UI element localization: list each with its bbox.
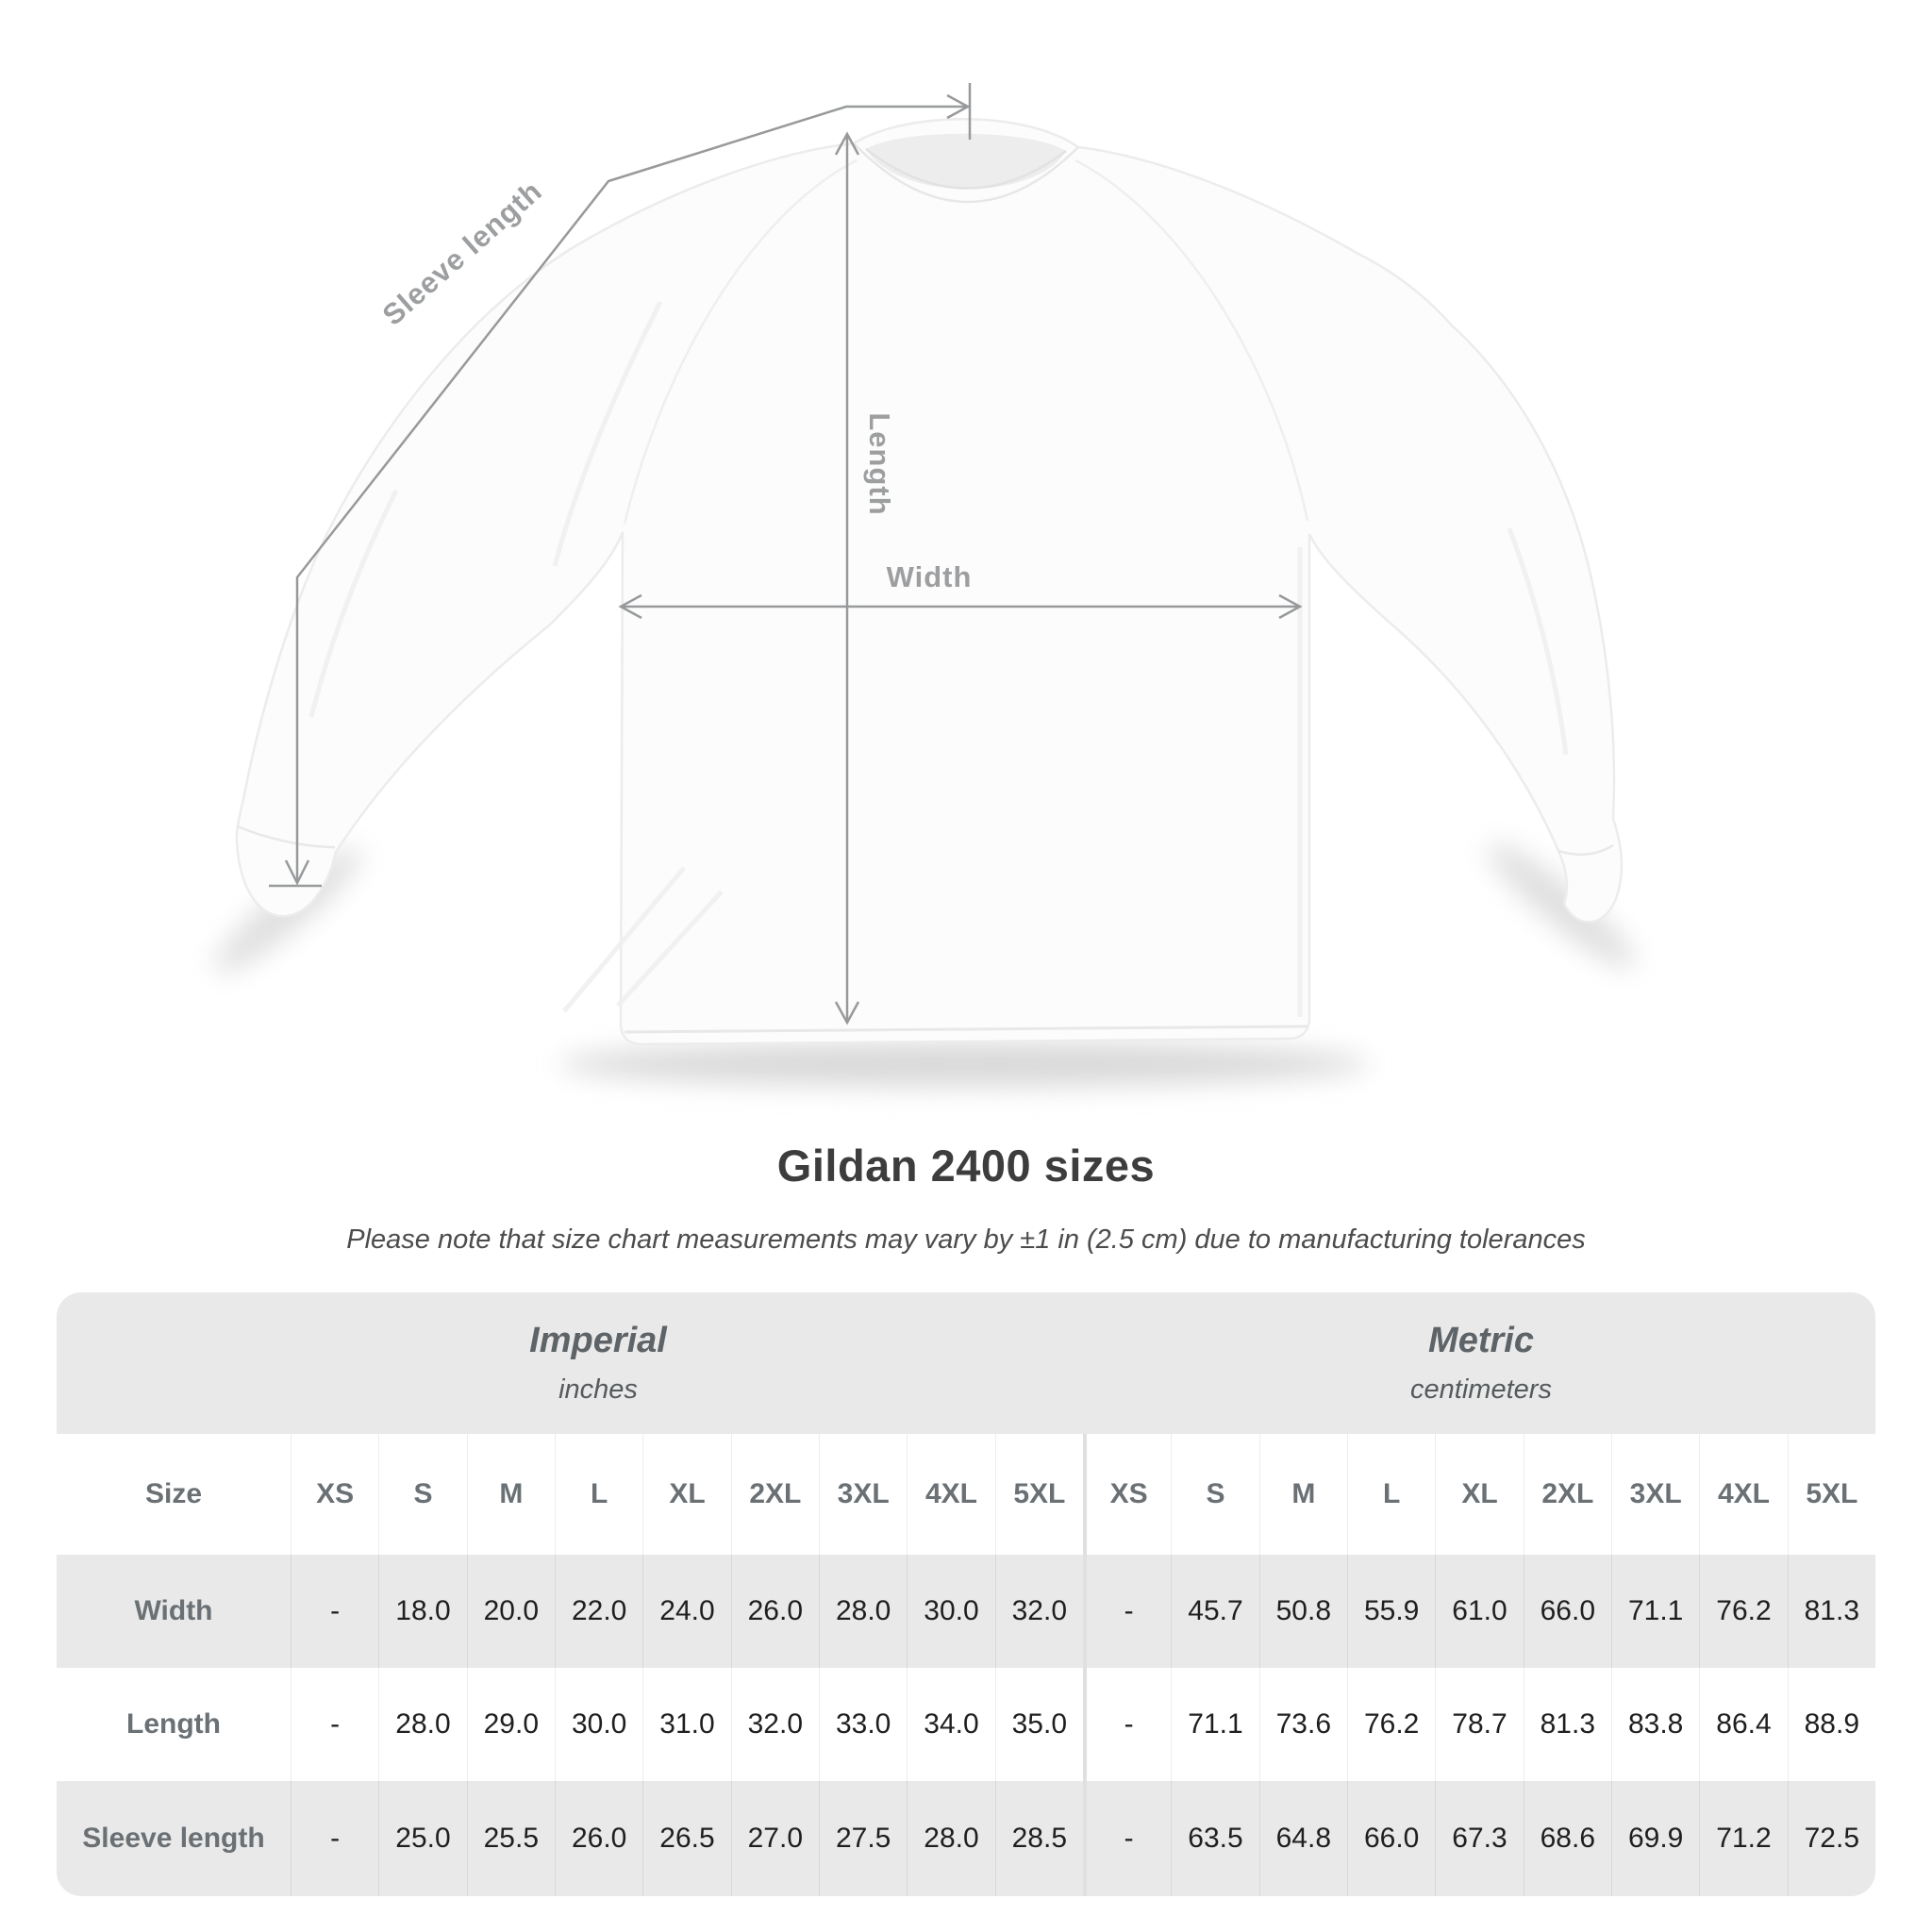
value-cell-width-s-metric: 45.7 — [1171, 1555, 1258, 1668]
tolerance-note: Please note that size chart measurements… — [346, 1224, 1586, 1255]
value-cell-width-5xl-imperial: 32.0 — [994, 1555, 1083, 1668]
value-cell-sleeve-length-m-imperial: 25.5 — [466, 1781, 555, 1896]
value-cell-sleeve-length-4xl-imperial: 28.0 — [907, 1781, 994, 1896]
size-table: Size XS S M L XL 2XL 3XL 4XL 5XL XS S M L XL 2XL 3XL 4XL 5… — [57, 1434, 1875, 1896]
value-cell-sleeve-length-xs-metric: - — [1083, 1781, 1171, 1896]
value-cell-sleeve-length-5xl-imperial: 28.5 — [994, 1781, 1083, 1896]
sleeve-length-measure-arrow — [269, 83, 972, 888]
metric-group-header: Metric centimeters — [1410, 1321, 1552, 1406]
metric-label: Metric — [1428, 1321, 1534, 1360]
column-header-3xl-metric: 3XL — [1611, 1434, 1700, 1555]
size-table-panel: Imperial inches Metric centimeters Size X… — [57, 1292, 1875, 1896]
value-cell-width-4xl-imperial: 30.0 — [907, 1555, 994, 1668]
row-label-width: Width — [134, 1595, 213, 1626]
value-cell-length-3xl-metric: 83.8 — [1611, 1668, 1700, 1781]
value-cell-width-5xl-metric: 81.3 — [1787, 1555, 1875, 1668]
value-cell-width-s-imperial: 18.0 — [378, 1555, 466, 1668]
value-cell-length-l-imperial: 30.0 — [555, 1668, 643, 1781]
column-header-m-imperial: M — [466, 1434, 555, 1555]
column-header-s-metric: S — [1171, 1434, 1259, 1555]
column-header-3xl-imperial: 3XL — [819, 1434, 908, 1555]
value-cell-sleeve-length-s-metric: 63.5 — [1171, 1781, 1258, 1896]
value-cell-length-5xl-imperial: 35.0 — [994, 1668, 1083, 1781]
length-label: Length — [863, 412, 896, 515]
column-header-l-imperial: L — [555, 1434, 643, 1555]
value-cell-length-s-metric: 71.1 — [1171, 1668, 1259, 1781]
value-cell-sleeve-length-l-metric: 66.0 — [1347, 1781, 1435, 1896]
value-cell-sleeve-length-m-metric: 64.8 — [1258, 1781, 1347, 1896]
width-label: Width — [887, 560, 973, 593]
value-cell-length-xl-metric: 78.7 — [1435, 1668, 1524, 1781]
value-cell-width-3xl-metric: 71.1 — [1611, 1555, 1699, 1668]
value-cell-length-m-imperial: 29.0 — [466, 1668, 555, 1781]
column-header-4xl-metric: 4XL — [1699, 1434, 1788, 1555]
value-cell-width-xs-metric: - — [1083, 1555, 1171, 1668]
column-header-5xl-metric: 5XL — [1787, 1434, 1875, 1555]
page-title: Gildan 2400 sizes — [776, 1141, 1156, 1191]
value-cell-sleeve-length-s-imperial: 25.0 — [378, 1781, 466, 1896]
value-cell-width-l-metric: 55.9 — [1347, 1555, 1435, 1668]
shirt-diagram: Sleeve length Length Width — [214, 83, 1635, 1087]
value-cell-sleeve-length-2xl-metric: 68.6 — [1523, 1781, 1611, 1896]
value-cell-sleeve-length-3xl-metric: 69.9 — [1611, 1781, 1699, 1896]
value-cell-width-2xl-imperial: 26.0 — [730, 1555, 819, 1668]
column-header-2xl-metric: 2XL — [1523, 1434, 1611, 1555]
value-cell-sleeve-length-xl-metric: 67.3 — [1435, 1781, 1523, 1896]
shirt-illustration — [235, 118, 1624, 1046]
collar-opening — [866, 133, 1066, 190]
value-cell-length-s-imperial: 28.0 — [378, 1668, 467, 1781]
column-header-s-imperial: S — [378, 1434, 467, 1555]
value-cell-width-xs-imperial: - — [291, 1555, 378, 1668]
column-header-xs-metric: XS — [1083, 1434, 1172, 1555]
imperial-unit-label: inches — [558, 1374, 638, 1405]
value-cell-length-2xl-metric: 81.3 — [1523, 1668, 1611, 1781]
value-cell-width-m-imperial: 20.0 — [466, 1555, 555, 1668]
imperial-group-header: Imperial inches — [529, 1321, 667, 1406]
value-cell-width-3xl-imperial: 28.0 — [819, 1555, 907, 1668]
value-cell-length-4xl-imperial: 34.0 — [907, 1668, 995, 1781]
value-cell-width-xl-metric: 61.0 — [1435, 1555, 1523, 1668]
value-cell-sleeve-length-l-imperial: 26.0 — [555, 1781, 642, 1896]
value-cell-length-5xl-metric: 88.9 — [1787, 1668, 1875, 1781]
value-cell-width-xl-imperial: 24.0 — [642, 1555, 730, 1668]
value-cell-length-xs-imperial: - — [291, 1668, 379, 1781]
column-header-5xl-imperial: 5XL — [994, 1434, 1083, 1555]
value-cell-length-xl-imperial: 31.0 — [642, 1668, 731, 1781]
value-cell-sleeve-length-2xl-imperial: 27.0 — [730, 1781, 819, 1896]
column-header-xl-imperial: XL — [642, 1434, 731, 1555]
row-label-sleeve-length: Sleeve length — [82, 1823, 265, 1854]
value-cell-length-3xl-imperial: 33.0 — [819, 1668, 908, 1781]
column-header-4xl-imperial: 4XL — [907, 1434, 995, 1555]
value-cell-width-m-metric: 50.8 — [1258, 1555, 1347, 1668]
value-cell-sleeve-length-xs-imperial: - — [291, 1781, 378, 1896]
value-cell-length-4xl-metric: 86.4 — [1699, 1668, 1788, 1781]
metric-unit-label: centimeters — [1410, 1374, 1552, 1405]
row-label-length: Length — [57, 1668, 291, 1781]
value-cell-length-2xl-imperial: 32.0 — [730, 1668, 819, 1781]
value-cell-sleeve-length-5xl-metric: 72.5 — [1787, 1781, 1875, 1896]
value-cell-sleeve-length-xl-imperial: 26.5 — [642, 1781, 730, 1896]
value-cell-sleeve-length-3xl-imperial: 27.5 — [819, 1781, 907, 1896]
width-measure-arrow — [618, 593, 1303, 620]
value-cell-width-l-imperial: 22.0 — [555, 1555, 642, 1668]
column-header-l-metric: L — [1347, 1434, 1436, 1555]
value-cell-length-m-metric: 73.6 — [1258, 1668, 1347, 1781]
column-header-2xl-imperial: 2XL — [730, 1434, 819, 1555]
length-measure-arrow — [834, 131, 860, 1025]
value-cell-length-l-metric: 76.2 — [1347, 1668, 1436, 1781]
value-cell-width-2xl-metric: 66.0 — [1523, 1555, 1611, 1668]
imperial-label: Imperial — [529, 1321, 667, 1360]
value-cell-length-xs-metric: - — [1083, 1668, 1172, 1781]
column-header-xs-imperial: XS — [291, 1434, 379, 1555]
column-header-m-metric: M — [1258, 1434, 1347, 1555]
size-column-header: Size — [57, 1434, 291, 1555]
value-cell-width-4xl-metric: 76.2 — [1699, 1555, 1787, 1668]
column-header-xl-metric: XL — [1435, 1434, 1524, 1555]
value-cell-sleeve-length-4xl-metric: 71.2 — [1699, 1781, 1787, 1896]
